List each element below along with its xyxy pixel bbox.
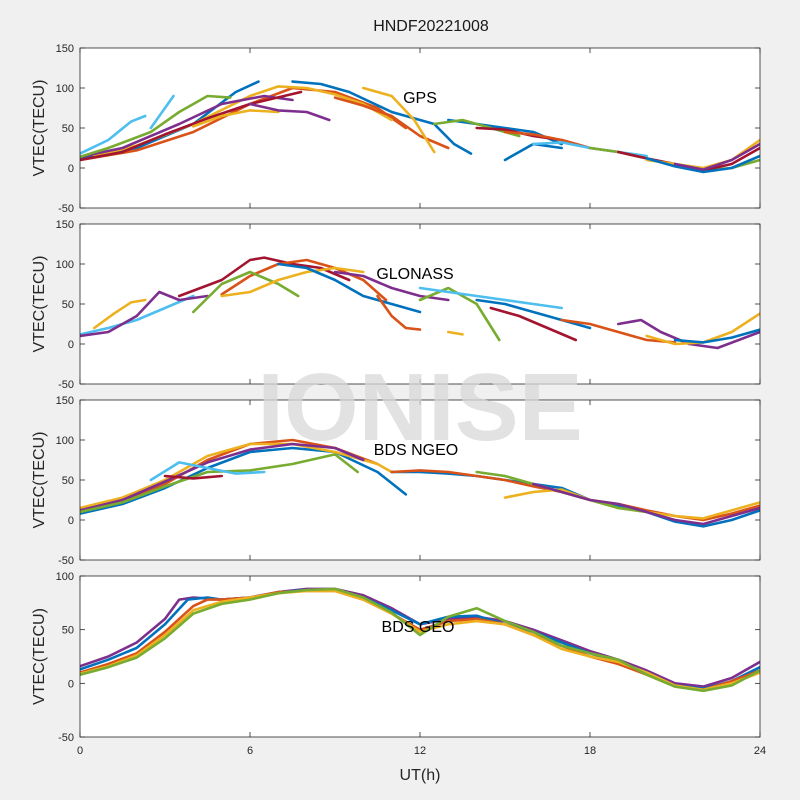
series-line-12 — [248, 102, 331, 122]
series-line-9 — [192, 109, 280, 128]
y-tick-label: 100 — [56, 571, 74, 583]
y-tick-label: 50 — [62, 625, 74, 637]
series-line-23 — [673, 142, 760, 171]
series-line-4 — [80, 587, 760, 693]
series-group — [80, 256, 760, 350]
series-line-11 — [418, 286, 501, 342]
series-line-3 — [80, 589, 760, 692]
figure-title: HNDF20221008 — [373, 18, 489, 35]
series-line-2 — [80, 290, 209, 338]
series-group — [80, 438, 760, 528]
series-line-9 — [376, 294, 422, 331]
series-line-22 — [645, 154, 760, 174]
panel-2: -50 0 50 100 150 VTEC(TECU) BDS NGEO — [31, 395, 761, 567]
plot-area — [80, 224, 760, 384]
watermark: IONISE — [257, 354, 582, 461]
series-line-5 — [192, 270, 300, 314]
series-group — [80, 80, 760, 174]
series-line-11 — [531, 482, 760, 526]
y-tick-label: 150 — [56, 43, 74, 55]
y-tick-label: 100 — [56, 259, 74, 271]
y-tick-label: 150 — [56, 219, 74, 231]
series-line-6 — [163, 474, 223, 480]
series-line-16 — [616, 318, 760, 350]
y-tick-label: 50 — [62, 123, 74, 135]
y-tick-label: 0 — [68, 163, 74, 175]
panel-label: GLONASS — [376, 266, 453, 283]
series-line-5 — [80, 114, 147, 155]
x-tick-label: 24 — [754, 745, 766, 757]
x-tick-label: 12 — [414, 745, 426, 757]
series-group — [80, 587, 760, 693]
panel-1: -50 0 50 100 150 VTEC(TECU) GLONASS — [31, 219, 761, 391]
panel-label: GPS — [403, 90, 437, 107]
series-line-6 — [80, 90, 303, 162]
series-line-10 — [446, 330, 464, 336]
y-axis-label: VTEC(TECU) — [31, 432, 48, 529]
series-line-18 — [673, 328, 760, 344]
series-line-8 — [149, 94, 175, 130]
series-line-0 — [80, 446, 408, 515]
y-tick-label: 100 — [56, 83, 74, 95]
plot-area — [80, 576, 760, 737]
y-tick-label: -50 — [58, 555, 74, 567]
y-axis-label: VTEC(TECU) — [31, 256, 48, 353]
x-tick-label: 0 — [77, 745, 83, 757]
y-tick-label: -50 — [58, 379, 74, 391]
y-axis-label: VTEC(TECU) — [31, 608, 48, 705]
panel-label: BDS GEO — [382, 619, 455, 636]
plot-area — [80, 400, 760, 560]
y-tick-label: 0 — [68, 678, 74, 690]
panel-label: BDS NGEO — [374, 442, 458, 459]
series-line-13 — [475, 298, 592, 330]
y-tick-label: 100 — [56, 435, 74, 447]
y-tick-label: 0 — [68, 515, 74, 527]
series-line-0 — [80, 294, 195, 336]
series-line-3 — [80, 94, 294, 159]
y-tick-label: 150 — [56, 395, 74, 407]
series-line-5 — [149, 461, 266, 482]
y-axis-label: VTEC(TECU) — [31, 80, 48, 177]
y-tick-label: -50 — [58, 203, 74, 215]
series-line-11 — [361, 86, 436, 154]
y-tick-label: 50 — [62, 299, 74, 311]
x-tick-label: 6 — [247, 745, 253, 757]
series-line-12 — [418, 286, 564, 310]
series-line-10 — [333, 96, 450, 150]
series-line-3 — [80, 442, 365, 512]
series-line-1 — [92, 298, 147, 330]
x-tick-label: 18 — [584, 745, 596, 757]
series-line-7 — [276, 262, 422, 314]
series-line-7 — [291, 80, 473, 155]
x-axis-label: UT(h) — [400, 767, 441, 784]
series-line-15 — [560, 318, 677, 344]
y-tick-label: -50 — [58, 732, 74, 744]
series-line-3 — [177, 256, 351, 298]
y-tick-label: 50 — [62, 475, 74, 487]
series-line-14 — [489, 306, 578, 342]
series-line-4 — [80, 94, 232, 159]
y-tick-label: 0 — [68, 339, 74, 351]
panel-0: -50 0 50 100 150 VTEC(TECU) GPS — [31, 43, 761, 215]
series-line-4 — [220, 258, 388, 302]
series-line-6 — [220, 266, 365, 298]
